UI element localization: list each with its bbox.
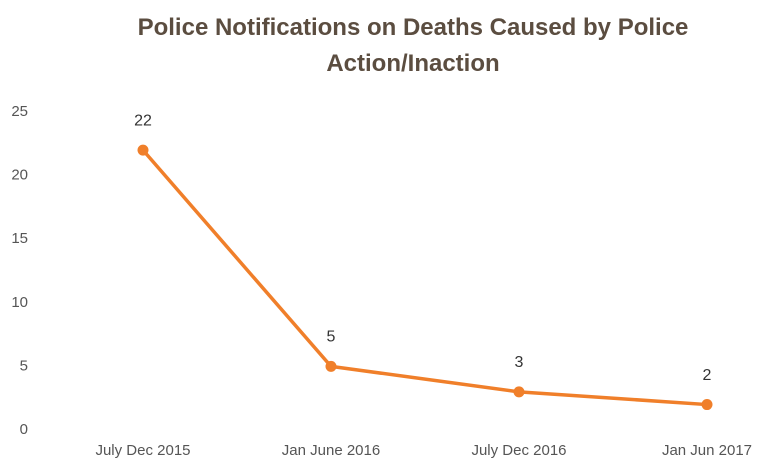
x-tick-label: July Dec 2016 [471, 442, 566, 459]
chart-title: Police Notifications on Deaths Caused by… [137, 14, 689, 77]
y-tick-label: 20 [11, 167, 28, 184]
data-label: 22 [134, 112, 152, 129]
y-tick-label: 25 [11, 103, 28, 120]
data-label: 3 [515, 354, 524, 371]
x-tick-label: July Dec 2015 [95, 442, 190, 459]
y-tick-label: 10 [11, 294, 28, 311]
y-tick-label: 0 [20, 421, 28, 438]
y-tick-label: 15 [11, 230, 28, 247]
x-tick-label: Jan Jun 2017 [662, 442, 752, 459]
x-tick-label: Jan June 2016 [282, 442, 380, 459]
data-point [325, 360, 337, 372]
data-label: 2 [703, 367, 712, 384]
data-point [701, 399, 713, 411]
y-tick-label: 5 [20, 357, 28, 374]
data-label: 5 [327, 329, 336, 346]
series-line [141, 149, 708, 407]
data-point [137, 144, 149, 156]
data-point [513, 386, 525, 398]
